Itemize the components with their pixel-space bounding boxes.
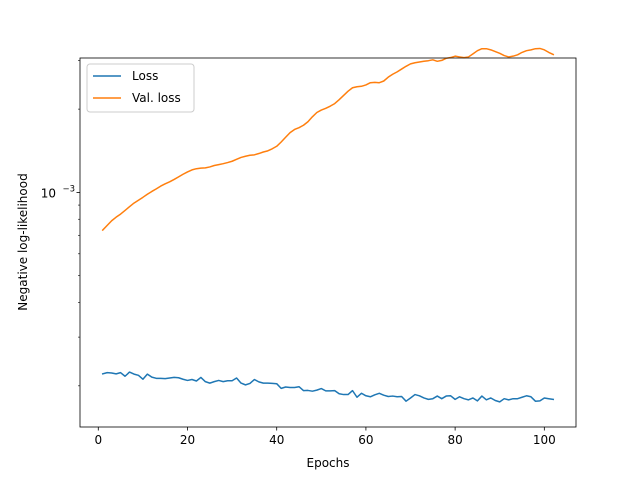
x-tick-label: 40 <box>269 433 284 447</box>
y-axis-ticks: 10 −3 <box>41 60 80 387</box>
y-tick-label: 10 <box>41 186 56 200</box>
x-tick-label: 80 <box>447 433 462 447</box>
plot-lines <box>101 47 555 403</box>
x-tick-label: 100 <box>533 433 556 447</box>
x-tick-label: 20 <box>180 433 195 447</box>
x-axis-ticks: 0 20 40 60 80 100 <box>94 427 556 447</box>
plot-frame <box>79 57 577 428</box>
y-axis-label: Negative log-likelihood <box>16 173 30 310</box>
legend: Loss Val. loss <box>86 63 195 113</box>
legend-label-1: Val. loss <box>132 91 181 105</box>
series-line-1 <box>101 47 555 232</box>
y-tick-exponent: −3 <box>62 184 75 194</box>
legend-label-0: Loss <box>132 69 158 83</box>
series-line-0 <box>101 371 555 403</box>
x-tick-label: 0 <box>94 433 102 447</box>
x-axis-label: Epochs <box>307 456 350 470</box>
x-tick-label: 60 <box>358 433 373 447</box>
